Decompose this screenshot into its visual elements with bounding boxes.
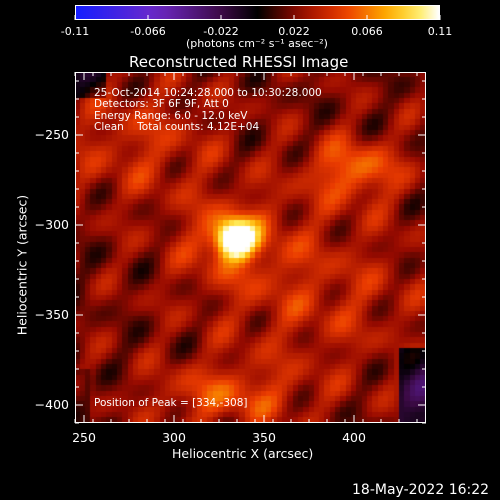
y-axis-label: Heliocentric Y (arcsec) [14, 194, 30, 336]
x-tick-label: 300 [162, 430, 186, 445]
plot-area: 25-Oct-2014 10:24:28.000 to 10:30:28.000… [75, 72, 426, 423]
colorbar-tick-label: 0.022 [278, 25, 310, 38]
colorbar [75, 5, 440, 20]
info-line-detectors: Detectors: 3F 6F 9F, Att 0 [94, 98, 229, 110]
y-tick-label: −250 [34, 126, 69, 142]
x-tick-label: 400 [342, 430, 366, 445]
chart-title: Reconstructed RHESSI Image [129, 53, 349, 71]
colorbar-tick-label: -0.11 [60, 25, 90, 38]
y-tick-label: −350 [34, 306, 69, 322]
y-tick-label: −300 [34, 216, 69, 232]
info-line-energy: Energy Range: 6.0 - 12.0 keV [94, 110, 248, 122]
x-tick-label: 350 [252, 430, 276, 445]
info-line-time: 25-Oct-2014 10:24:28.000 to 10:30:28.000 [94, 87, 322, 99]
info-line-clean: Clean Total counts: 4.12E+04 [94, 121, 260, 133]
colorbar-tick-label: -0.022 [203, 25, 239, 38]
peak-position-label: Position of Peak = [334,-308] [94, 397, 248, 409]
colorbar-tick-label: 0.11 [427, 25, 453, 38]
colorbar-unit-label: (photons cm⁻² s⁻¹ asec⁻²) [186, 37, 328, 50]
footer-date: 18-May-2022 16:22 [352, 482, 490, 498]
y-tick-label: −400 [34, 396, 69, 412]
x-tick-label: 250 [72, 430, 96, 445]
colorbar-tick-label: 0.066 [351, 25, 383, 38]
heatmap-image [75, 72, 426, 423]
colorbar-tick-label: -0.066 [130, 25, 166, 38]
x-axis-label: Heliocentric X (arcsec) [172, 446, 314, 461]
